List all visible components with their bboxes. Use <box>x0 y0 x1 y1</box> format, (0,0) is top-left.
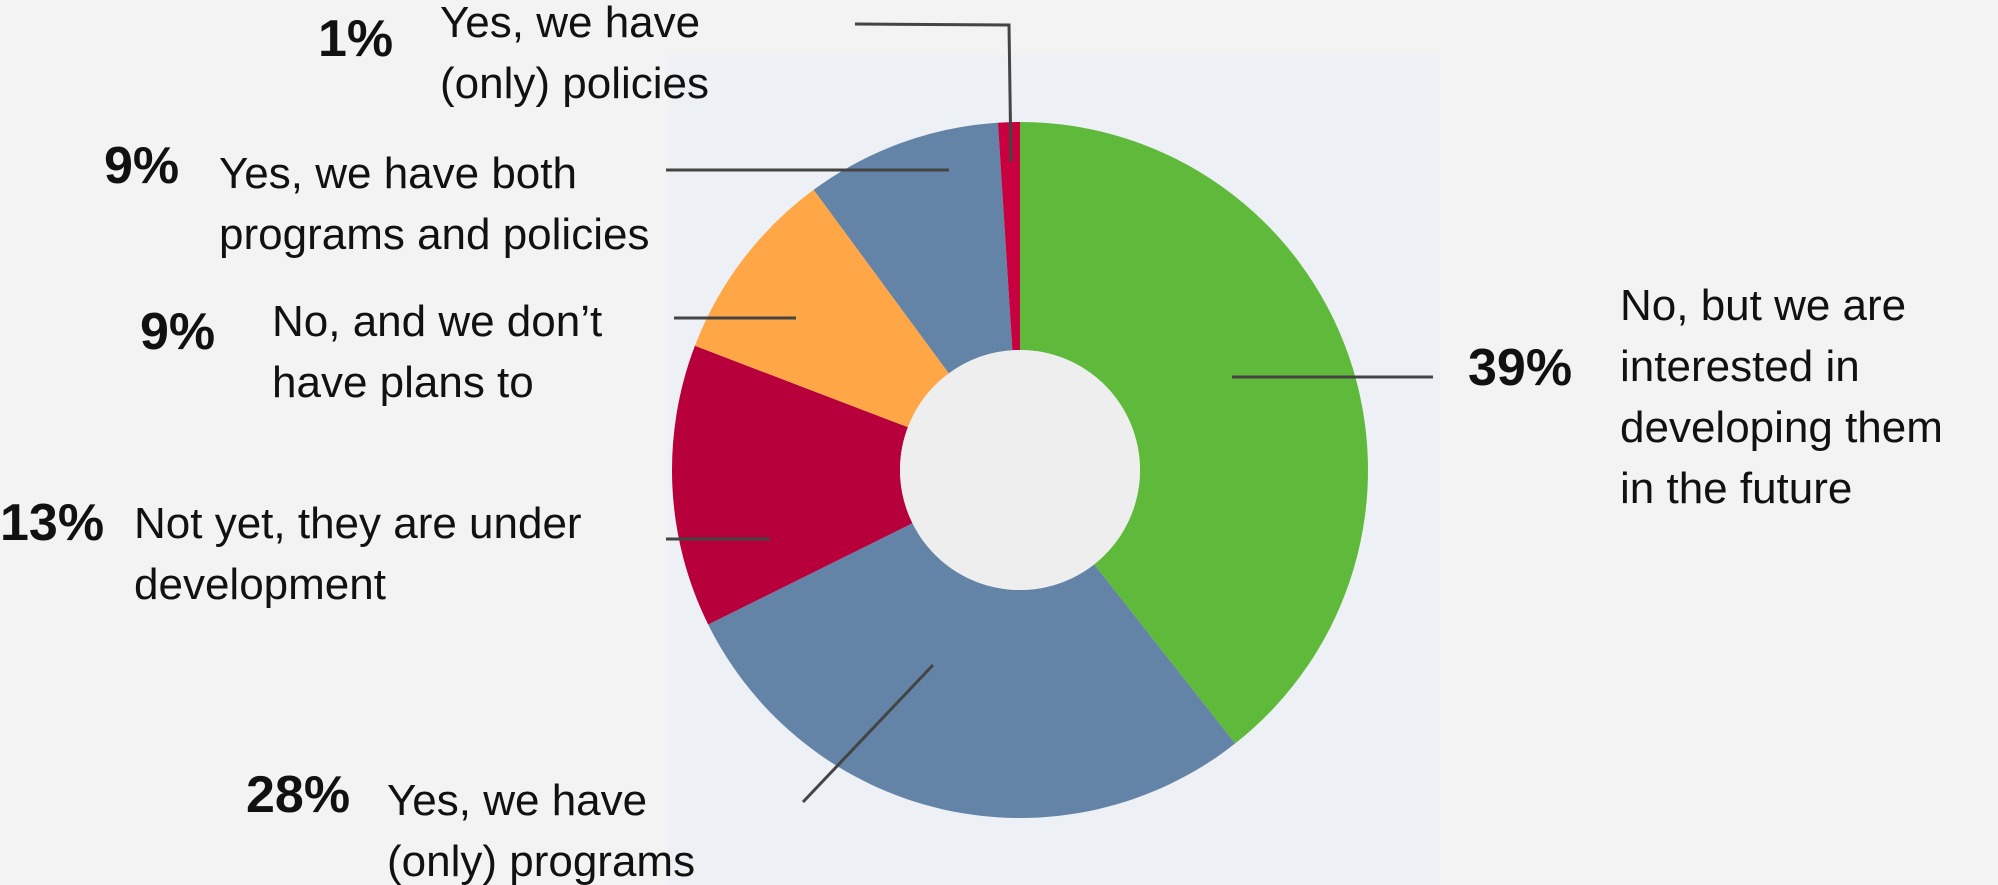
category-label-line: No, but we are <box>1620 281 1906 330</box>
category-label-0: No, but we are interested in developing th… <box>1620 281 1943 513</box>
category-label-line: (only) programs <box>387 837 695 885</box>
slice-0 <box>1020 122 1368 744</box>
category-label-line: (only) policies <box>440 59 709 108</box>
slice-4 <box>813 122 1013 374</box>
leader-line-1 <box>801 663 935 804</box>
category-label-4: Yes, we have both programs and policies <box>219 149 649 259</box>
value-label-2: 13% <box>0 494 104 552</box>
category-label-line: Yes, we have both <box>219 149 577 198</box>
category-label-2: Not yet, they are under development <box>134 499 582 609</box>
category-label-line: Yes, we have <box>387 776 647 825</box>
value-label-5: 1% <box>318 10 393 68</box>
value-label-1: 28% <box>246 766 350 824</box>
slice-2 <box>671 345 913 625</box>
category-label-line: Not yet, they are under <box>134 499 582 548</box>
leader-line-5 <box>854 22 1013 163</box>
category-label-line: programs and policies <box>219 210 649 259</box>
category-label-5: Yes, we have (only) policies <box>440 0 709 108</box>
labels-layer: 39% No, but we are interested in developing… <box>0 0 1943 885</box>
category-label-line: interested in <box>1620 342 1860 391</box>
category-label-line: in the future <box>1620 464 1852 513</box>
category-label-line: have plans to <box>272 358 534 407</box>
slice-5 <box>997 122 1020 351</box>
value-label-4: 9% <box>104 137 179 195</box>
value-label-3: 9% <box>140 303 215 361</box>
category-label-3: No, and we don’t have plans to <box>272 297 602 407</box>
slices-layer <box>671 122 1368 819</box>
category-label-1: Yes, we have (only) programs <box>387 776 695 885</box>
slice-1 <box>708 523 1236 819</box>
category-label-line: development <box>134 560 386 609</box>
category-label-line: No, and we don’t <box>272 297 602 346</box>
category-label-line: developing them <box>1620 403 1943 452</box>
leader-lines-layer <box>666 22 1433 804</box>
category-label-line: Yes, we have <box>440 0 700 47</box>
value-label-0: 39% <box>1468 339 1572 397</box>
donut-hole <box>900 350 1140 590</box>
slice-3 <box>694 189 949 428</box>
